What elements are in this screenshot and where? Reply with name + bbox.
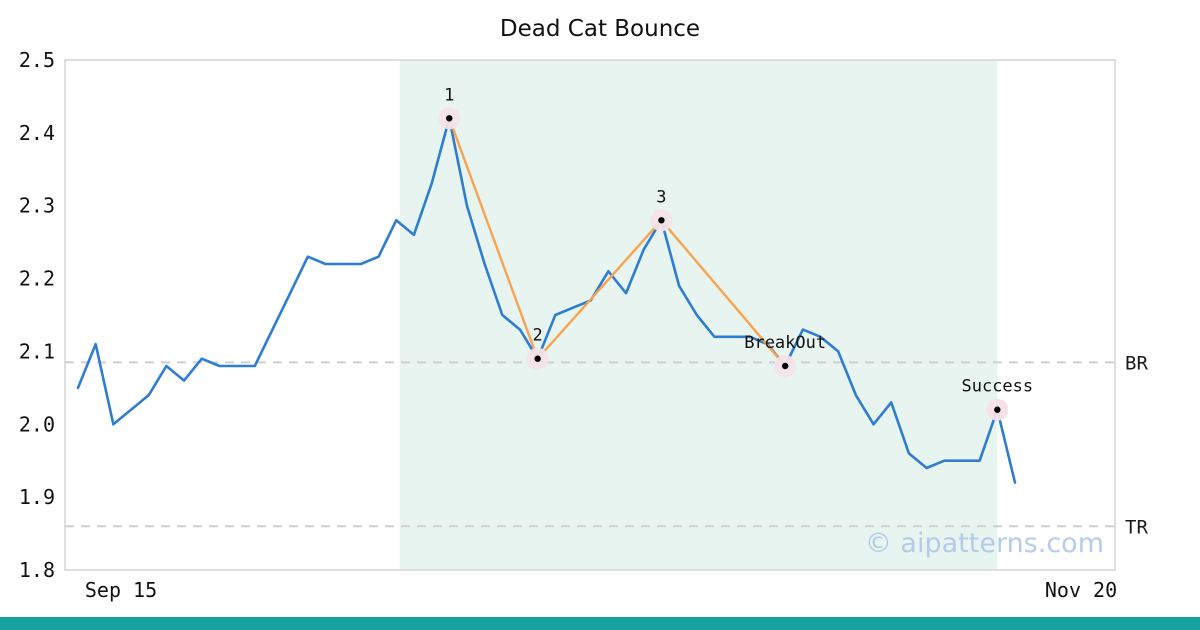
y-tick-label: 2.0 — [19, 412, 55, 436]
plot-frame — [64, 59, 1116, 571]
pattern-point-dot — [658, 217, 665, 224]
footer-accent-bar — [0, 617, 1200, 630]
pattern-point-dot — [446, 115, 453, 122]
x-tick-label: Nov 20 — [1045, 578, 1117, 602]
y-tick-label: 2.3 — [19, 194, 55, 218]
y-tick-label: 1.8 — [19, 558, 55, 582]
x-tick-label: Sep 15 — [85, 578, 157, 602]
pattern-point-dot — [994, 406, 1001, 413]
chart-title: Dead Cat Bounce — [499, 16, 701, 42]
pattern-point-dot — [534, 355, 541, 362]
y-tick-label: 2.4 — [19, 121, 55, 145]
watermark: © aipatterns.com — [864, 528, 1104, 559]
pattern-point-dot — [781, 362, 789, 370]
y-tick-label: 1.9 — [19, 485, 55, 509]
pattern-point-label-success: Success — [961, 377, 1033, 397]
pattern-point-label-3: 3 — [656, 187, 666, 207]
hline-label-tr: TR — [1125, 516, 1148, 538]
pattern-point-label-2: 2 — [533, 326, 543, 346]
y-tick-label: 2.2 — [19, 267, 55, 291]
pattern-point-label-breakout: BreakOut — [744, 333, 826, 353]
price-line — [76, 116, 1017, 484]
pattern-point-label-1: 1 — [444, 85, 454, 105]
pattern-shaded-region — [399, 61, 998, 569]
y-tick-label: 2.1 — [19, 339, 55, 363]
pattern-connector-line — [448, 117, 787, 367]
y-tick-label: 2.5 — [19, 48, 55, 72]
hline-label-br: BR — [1125, 352, 1148, 374]
